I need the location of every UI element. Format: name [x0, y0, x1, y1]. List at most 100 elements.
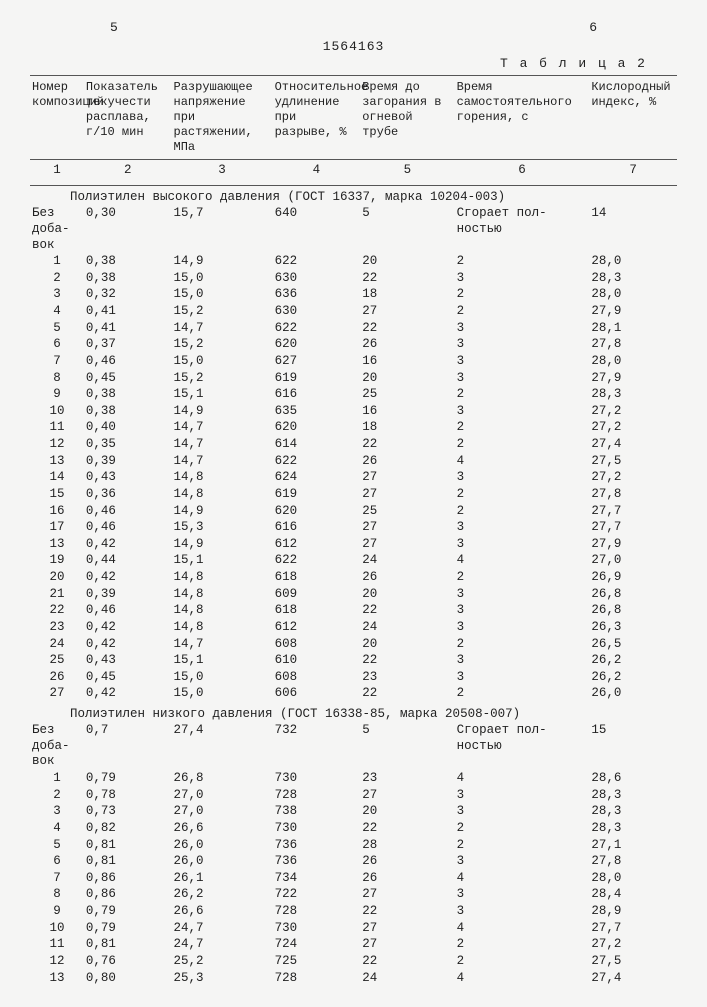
table-cell: 14,9	[172, 254, 273, 271]
section-title: Полиэтилен низкого давления (ГОСТ 16338-…	[30, 703, 677, 723]
table-row: 250,4315,161022326,2	[30, 653, 677, 670]
table-cell: 622	[273, 320, 361, 337]
header-col-3: Разрушающее напряжение при растяжении, М…	[172, 76, 273, 160]
table-cell: 25	[360, 387, 454, 404]
table-cell: 28,9	[589, 904, 677, 921]
table-cell: 0,82	[84, 820, 172, 837]
table-row: 190,4415,162224427,0	[30, 553, 677, 570]
section-title: Полиэтилен высокого давления (ГОСТ 16337…	[30, 185, 677, 206]
table-row: 210,3914,860920326,8	[30, 586, 677, 603]
table-cell: 3	[30, 287, 84, 304]
table-cell: 15,1	[172, 387, 273, 404]
table-cell: 26,8	[589, 603, 677, 620]
header-col-6: Время самостоятельного горения, с	[455, 76, 590, 160]
table-cell: 22	[360, 320, 454, 337]
table-cell: 736	[273, 854, 361, 871]
table-row: 140,4314,862427327,2	[30, 470, 677, 487]
table-cell: 10	[30, 920, 84, 937]
table-cell: 618	[273, 603, 361, 620]
table-cell: 0,44	[84, 553, 172, 570]
table-cell: 28,6	[589, 771, 677, 788]
table-cell: 15,3	[172, 520, 273, 537]
table-cell: 14,8	[172, 570, 273, 587]
table-cell: 3	[30, 804, 84, 821]
table-cell: 15,1	[172, 653, 273, 670]
table-cell: 24,7	[172, 920, 273, 937]
table-cell: 26,6	[172, 820, 273, 837]
table-cell: 0,39	[84, 453, 172, 470]
table-cell: 722	[273, 887, 361, 904]
table-cell: 730	[273, 771, 361, 788]
table-cell: 16	[30, 503, 84, 520]
table-row: 90,3815,161625228,3	[30, 387, 677, 404]
table-row: 120,7625,272522227,5	[30, 953, 677, 970]
table-cell: 20	[360, 254, 454, 271]
table-cell: 730	[273, 820, 361, 837]
table-cell: 23	[360, 669, 454, 686]
table-cell: 7	[30, 353, 84, 370]
table-row: 150,3614,861927227,8	[30, 486, 677, 503]
table-cell: 27,0	[589, 553, 677, 570]
table-cell: 22	[360, 953, 454, 970]
base-cell: Сгорает пол-ностью	[455, 723, 590, 771]
table-cell: 0,42	[84, 570, 172, 587]
header-col-2: Показатель текучести расплава, г/10 мин	[84, 76, 172, 160]
colnum-3: 3	[172, 160, 273, 186]
table-cell: 728	[273, 970, 361, 987]
table-cell: 28,3	[589, 820, 677, 837]
table-cell: 26,2	[589, 669, 677, 686]
table-cell: 10	[30, 403, 84, 420]
table-row: 130,8025,372824427,4	[30, 970, 677, 987]
table-cell: 0,73	[84, 804, 172, 821]
table-cell: 23	[30, 619, 84, 636]
table-cell: 2	[455, 937, 590, 954]
table-cell: 14,9	[172, 503, 273, 520]
table-cell: 14,7	[172, 420, 273, 437]
table-cell: 28,3	[589, 387, 677, 404]
table-cell: 27,2	[589, 470, 677, 487]
table-cell: 26,0	[172, 854, 273, 871]
table-cell: 4	[455, 453, 590, 470]
base-cell: 27,4	[172, 723, 273, 771]
table-cell: 24	[360, 553, 454, 570]
table-cell: 18	[360, 420, 454, 437]
table-cell: 27	[360, 304, 454, 321]
table-cell: 27,2	[589, 937, 677, 954]
table-cell: 0,37	[84, 337, 172, 354]
page-number-left: 5	[110, 20, 118, 35]
table-cell: 3	[455, 536, 590, 553]
table-cell: 19	[30, 553, 84, 570]
table-row: 100,7924,773027427,7	[30, 920, 677, 937]
table-cell: 26	[360, 337, 454, 354]
table-cell: 3	[455, 270, 590, 287]
table-cell: 27,9	[589, 370, 677, 387]
table-cell: 26,5	[589, 636, 677, 653]
table-cell: 2	[455, 837, 590, 854]
table-cell: 3	[455, 619, 590, 636]
table-cell: 4	[455, 970, 590, 987]
table-cell: 14,7	[172, 320, 273, 337]
table-cell: 17	[30, 520, 84, 537]
table-row: 120,3514,761422227,4	[30, 437, 677, 454]
table-cell: 0,76	[84, 953, 172, 970]
table-cell: 2	[455, 304, 590, 321]
table-cell: 4	[30, 820, 84, 837]
table-row: 50,8126,073628227,1	[30, 837, 677, 854]
table-cell: 730	[273, 920, 361, 937]
table-row: 100,3814,963516327,2	[30, 403, 677, 420]
table-cell: 0,46	[84, 603, 172, 620]
table-cell: 0,46	[84, 503, 172, 520]
table-cell: 15,0	[172, 270, 273, 287]
table-cell: 619	[273, 486, 361, 503]
table-cell: 28,3	[589, 270, 677, 287]
table-cell: 4	[30, 304, 84, 321]
table-cell: 0,41	[84, 304, 172, 321]
base-cell: 640	[273, 206, 361, 254]
table-cell: 14,7	[172, 453, 273, 470]
table-cell: 28,4	[589, 887, 677, 904]
table-cell: 6	[30, 854, 84, 871]
table-row: 10,3814,962220228,0	[30, 254, 677, 271]
table-cell: 24	[360, 619, 454, 636]
table-cell: 25	[30, 653, 84, 670]
table-cell: 26	[360, 570, 454, 587]
